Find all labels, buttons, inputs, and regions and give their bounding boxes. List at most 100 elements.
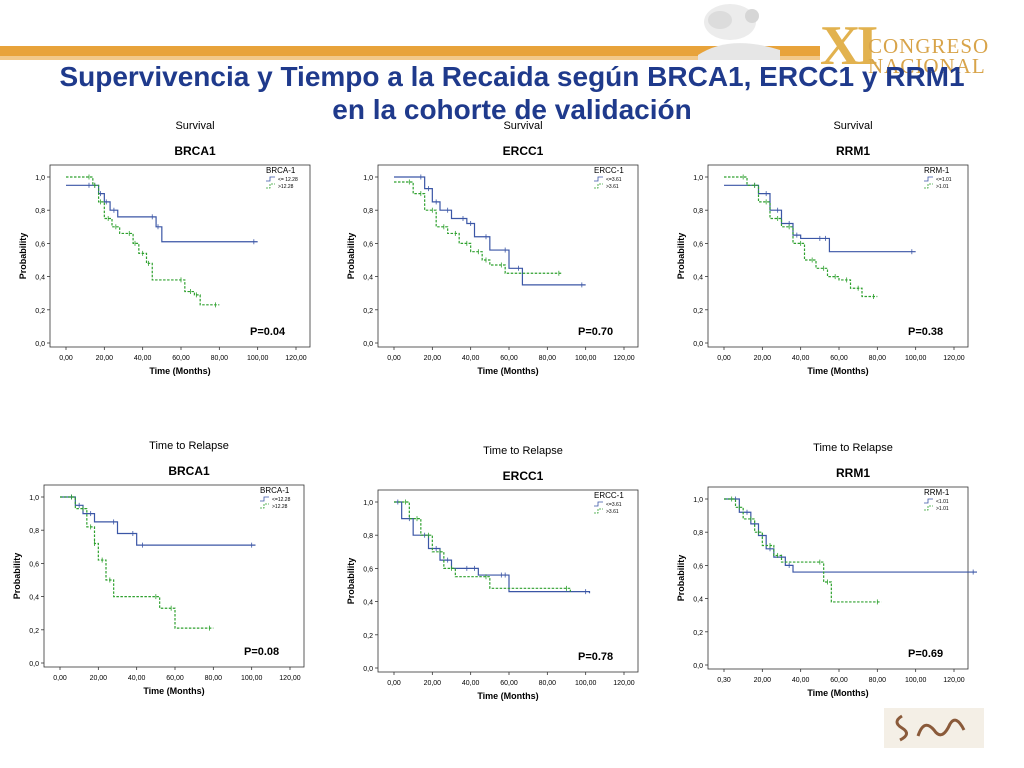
y-tick-label: 0,2 xyxy=(29,628,39,635)
x-tick-label: 40,00 xyxy=(792,355,810,362)
y-tick-label: 0,0 xyxy=(693,663,703,670)
page-title: Supervivencia y Tiempo a la Recaida segú… xyxy=(0,60,1024,126)
series-low-line xyxy=(394,176,586,286)
legend-entry: <=3.61 xyxy=(606,502,622,508)
y-tick-label: 1,0 xyxy=(35,175,45,182)
km-chart-panel: Survival RRM1 0,0 0,2 0,4 0,6 0,8 1,0 0,00 20,00 4… xyxy=(668,115,990,385)
y-tick-label: 0,8 xyxy=(29,528,39,535)
legend-swatch xyxy=(266,183,275,189)
plot-area xyxy=(377,164,639,348)
x-tick-label: 120,00 xyxy=(613,680,635,687)
chart-section-label: Survival xyxy=(833,120,872,132)
legend-swatch xyxy=(594,508,603,514)
km-chart-panel: Survival ERCC1 0,0 0,2 0,4 0,6 0,8 1,0 0,00 20,00… xyxy=(338,115,660,385)
chart-title: BRCA1 xyxy=(168,464,210,478)
x-tick-label: 40,00 xyxy=(128,675,146,682)
chart-section-label: Time to Relapse xyxy=(149,440,229,452)
y-tick-label: 0,2 xyxy=(363,308,373,315)
y-tick-label: 1,0 xyxy=(363,175,373,182)
x-tick-label: 100,00 xyxy=(247,355,269,362)
series-low-line xyxy=(60,496,256,546)
page-title-line1: Supervivencia y Tiempo a la Recaida segú… xyxy=(59,61,965,92)
y-tick-label: 1,0 xyxy=(363,500,373,507)
y-tick-label: 0,4 xyxy=(29,595,39,602)
x-axis-label: Time (Months) xyxy=(149,366,210,376)
plot-area xyxy=(49,164,311,348)
legend-entry: >1.01 xyxy=(936,506,949,512)
accent-bar xyxy=(0,46,820,56)
km-chart: Survival RRM1 0,0 0,2 0,4 0,6 0,8 1,0 0,00 20,00 4… xyxy=(676,120,969,376)
plot-area xyxy=(707,164,969,348)
x-tick-label: 100,00 xyxy=(905,355,927,362)
legend-title: RRM-1 xyxy=(924,488,950,497)
y-tick-label: 0,8 xyxy=(363,208,373,215)
x-tick-label: 40,00 xyxy=(792,677,810,684)
x-tick-label: 100,00 xyxy=(905,677,927,684)
x-tick-label: 80,00 xyxy=(869,677,887,684)
p-value-label: P=0.69 xyxy=(908,648,943,660)
legend-title: ERCC-1 xyxy=(594,491,624,500)
series-high-line xyxy=(66,176,220,306)
congress-logo: XI CONGRESO NACIONAL xyxy=(690,0,1020,78)
x-axis-label: Time (Months) xyxy=(807,366,868,376)
km-chart-panel: Time to Relapse ERCC1 0,0 0,2 0,4 0,6 0,8 1,0 0,… xyxy=(338,440,660,710)
x-tick-label: 120,00 xyxy=(285,355,307,362)
logo-figure-icon xyxy=(698,4,780,60)
y-tick-label: 0,0 xyxy=(363,666,373,673)
y-axis-label: Probability xyxy=(12,553,22,600)
legend-title: BRCA-1 xyxy=(260,486,290,495)
y-tick-label: 0,4 xyxy=(35,275,45,282)
y-tick-label: 0,0 xyxy=(35,341,45,348)
series-high-line xyxy=(394,181,563,274)
x-tick-label: 60,00 xyxy=(830,677,848,684)
y-tick-label: 0,2 xyxy=(35,308,45,315)
y-axis-label: Probability xyxy=(18,233,28,280)
legend-swatch xyxy=(924,183,933,189)
x-tick-label: 80,00 xyxy=(539,680,557,687)
x-tick-label: 20,00 xyxy=(96,355,114,362)
x-tick-label: 60,00 xyxy=(830,355,848,362)
x-tick-label: 0,00 xyxy=(387,680,401,687)
y-tick-label: 0,2 xyxy=(693,630,703,637)
chart-title: ERCC1 xyxy=(503,144,544,158)
legend-title: ERCC-1 xyxy=(594,166,624,175)
p-value-label: P=0.38 xyxy=(908,326,943,338)
km-chart: Time to Relapse RRM1 0,0 0,2 0,4 0,6 0,8 1,0 0,3… xyxy=(676,442,977,698)
x-tick-label: 20,00 xyxy=(754,677,772,684)
p-value-label: P=0.70 xyxy=(578,326,613,338)
x-tick-label: 60,00 xyxy=(500,355,518,362)
y-tick-label: 0,6 xyxy=(693,563,703,570)
chart-title: RRM1 xyxy=(836,144,870,158)
y-tick-label: 0,4 xyxy=(693,597,703,604)
x-tick-label: 100,00 xyxy=(575,355,597,362)
km-chart: Time to Relapse ERCC1 0,0 0,2 0,4 0,6 0,8 1,0 0,… xyxy=(346,445,639,701)
km-chart: Time to Relapse BRCA1 0,0 0,2 0,4 0,6 0,8 1,0 0,… xyxy=(12,440,305,696)
y-tick-label: 0,0 xyxy=(693,341,703,348)
x-tick-label: 0,00 xyxy=(59,355,73,362)
x-tick-label: 40,00 xyxy=(462,680,480,687)
p-value-label: P=0.08 xyxy=(244,646,279,658)
y-tick-label: 0,8 xyxy=(693,530,703,537)
y-axis-label: Probability xyxy=(346,558,356,605)
legend-swatch xyxy=(260,503,269,509)
km-chart-panel: Survival BRCA1 0,0 0,2 0,4 0,6 0,8 1,0 0,00 20,00… xyxy=(10,115,332,385)
chart-section-label: Survival xyxy=(503,120,542,132)
x-axis-label: Time (Months) xyxy=(143,686,204,696)
accent-bar-shadow xyxy=(0,56,820,60)
x-tick-label: 0,00 xyxy=(387,355,401,362)
x-tick-label: 20,00 xyxy=(754,355,772,362)
y-tick-label: 0,2 xyxy=(693,308,703,315)
km-chart: Survival BRCA1 0,0 0,2 0,4 0,6 0,8 1,0 0,00 20,00… xyxy=(18,120,311,376)
x-axis-label: Time (Months) xyxy=(477,366,538,376)
y-tick-label: 0,4 xyxy=(693,275,703,282)
legend-entry: <=1.01 xyxy=(936,177,952,183)
chart-title: ERCC1 xyxy=(503,469,544,483)
y-tick-label: 0,8 xyxy=(693,208,703,215)
legend-entry: <=12.28 xyxy=(272,497,291,503)
legend-entry: >12.28 xyxy=(278,184,294,190)
legend-entry: >3.61 xyxy=(606,184,619,190)
legend-swatch xyxy=(594,501,603,507)
logo-line1: CONGRESO xyxy=(868,34,990,58)
x-axis-label: Time (Months) xyxy=(477,691,538,701)
x-tick-label: 80,00 xyxy=(869,355,887,362)
